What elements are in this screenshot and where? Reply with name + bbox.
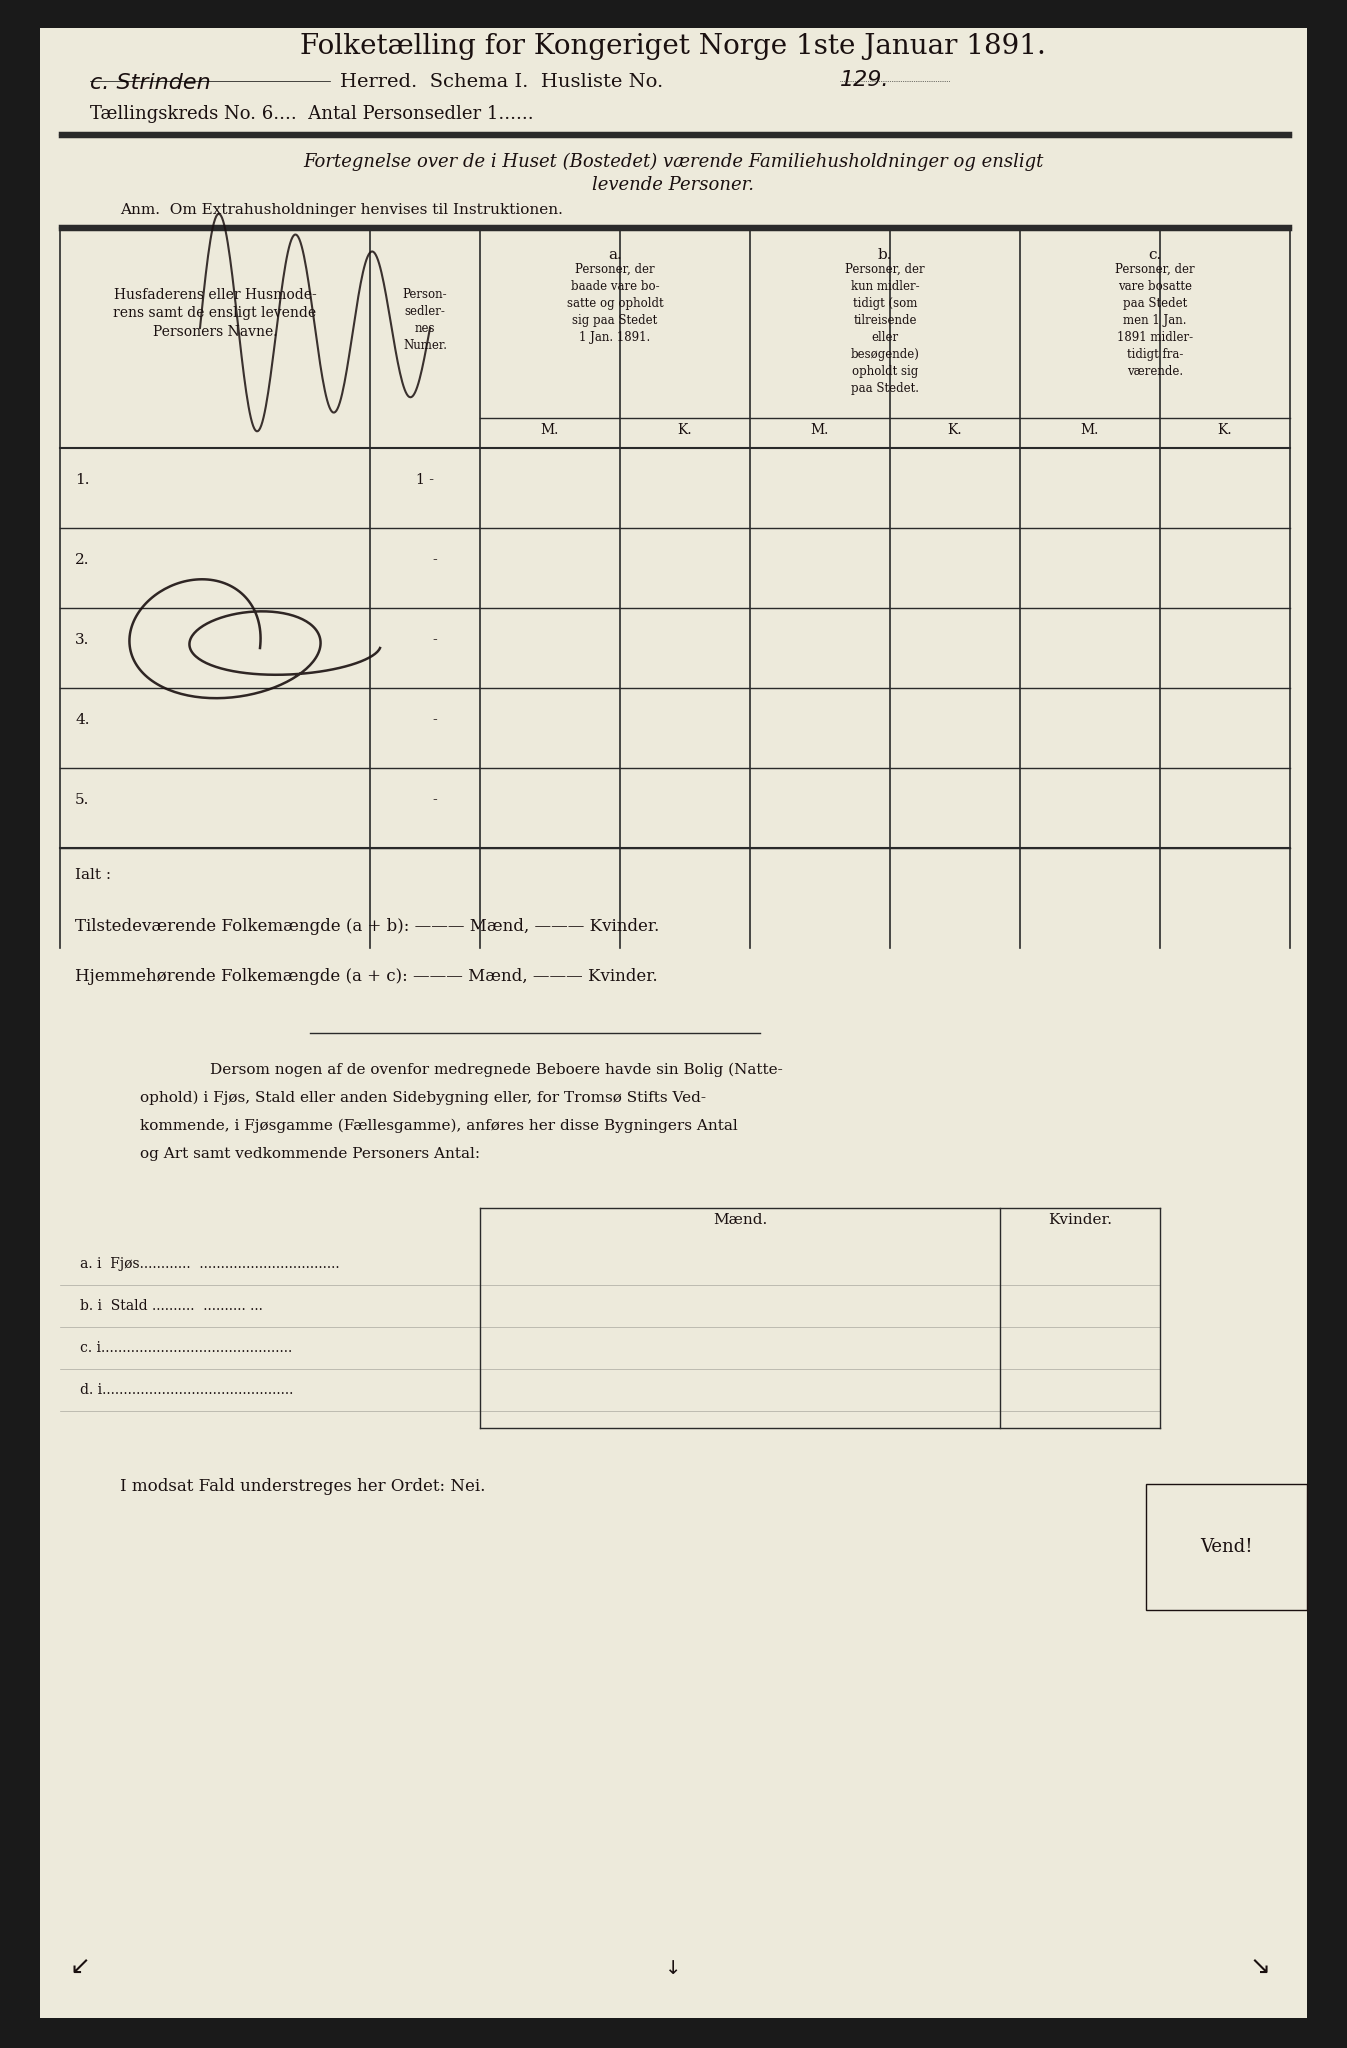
Text: M.: M. xyxy=(811,424,830,436)
Text: -: - xyxy=(432,633,438,647)
Text: M.: M. xyxy=(540,424,559,436)
Text: ↙: ↙ xyxy=(70,1956,90,1980)
Text: ophold) i Fjøs, Stald eller anden Sidebygning eller, for Tromsø Stifts Ved-: ophold) i Fjøs, Stald eller anden Sideby… xyxy=(140,1092,706,1106)
Text: a.: a. xyxy=(607,248,622,262)
Text: Kvinder.: Kvinder. xyxy=(1048,1212,1113,1227)
Text: Folketælling for Kongeriget Norge 1ste Januar 1891.: Folketælling for Kongeriget Norge 1ste J… xyxy=(300,33,1045,59)
Text: Ialt :: Ialt : xyxy=(75,868,110,883)
Text: 2.: 2. xyxy=(75,553,89,567)
Text: 5.: 5. xyxy=(75,793,89,807)
Text: I modsat Fald understreges her Ordet: Nei.: I modsat Fald understreges her Ordet: Ne… xyxy=(120,1479,485,1495)
Text: 129.: 129. xyxy=(841,70,889,90)
Text: 1.: 1. xyxy=(75,473,89,487)
Text: og Art samt vedkommende Personers Antal:: og Art samt vedkommende Personers Antal: xyxy=(140,1147,480,1161)
Text: K.: K. xyxy=(678,424,692,436)
Text: Personer, der
kun midler-
tidigt (som
tilreisende
eller
besøgende)
opholdt sig
p: Personer, der kun midler- tidigt (som ti… xyxy=(845,262,925,395)
Text: ↓: ↓ xyxy=(665,1958,682,1978)
Text: 3.: 3. xyxy=(75,633,89,647)
Text: b.: b. xyxy=(878,248,892,262)
Text: Personer, der
vare bosatte
paa Stedet
men 1 Jan.
1891 midler-
tidigt fra-
værend: Personer, der vare bosatte paa Stedet me… xyxy=(1115,262,1195,379)
Text: Herred.  Schema I.  Husliste No.: Herred. Schema I. Husliste No. xyxy=(339,74,663,90)
Text: -: - xyxy=(432,713,438,727)
Text: -: - xyxy=(432,553,438,567)
Text: Vend!: Vend! xyxy=(1200,1538,1253,1556)
Text: K.: K. xyxy=(948,424,962,436)
Text: kommende, i Fjøsgamme (Fællesgamme), anføres her disse Bygningers Antal: kommende, i Fjøsgamme (Fællesgamme), anf… xyxy=(140,1118,738,1133)
Text: c.: c. xyxy=(1149,248,1161,262)
Text: 4.: 4. xyxy=(75,713,89,727)
Text: Person-
sedler-
nes
Numer.: Person- sedler- nes Numer. xyxy=(403,289,447,352)
Text: Mænd.: Mænd. xyxy=(713,1212,768,1227)
Text: -: - xyxy=(432,793,438,807)
Text: c. Strinden: c. Strinden xyxy=(90,74,210,92)
Text: b. i  Stald ..........  .......... ...: b. i Stald .......... .......... ... xyxy=(79,1298,263,1313)
Text: 1 -: 1 - xyxy=(416,473,434,487)
Text: Husfaderens eller Husmode-
rens samt de ensligt levende
Personers Navne.: Husfaderens eller Husmode- rens samt de … xyxy=(113,289,317,338)
Text: Tællingskreds No. 6....  Antal Personsedler 1......: Tællingskreds No. 6.... Antal Personsedl… xyxy=(90,104,533,123)
Text: Hjemmehørende Folkemængde (a + c): ——— Mænd, ——— Kvinder.: Hjemmehørende Folkemængde (a + c): ——— M… xyxy=(75,969,657,985)
Text: a. i  Fjøs............  .................................: a. i Fjøs............ ..................… xyxy=(79,1257,339,1272)
Text: Personer, der
baade vare bo-
satte og opholdt
sig paa Stedet
1 Jan. 1891.: Personer, der baade vare bo- satte og op… xyxy=(567,262,663,344)
Text: Anm.  Om Extrahusholdninger henvises til Instruktionen.: Anm. Om Extrahusholdninger henvises til … xyxy=(120,203,563,217)
FancyBboxPatch shape xyxy=(40,29,1307,2017)
Text: Fortegnelse over de i Huset (Bostedet) værende Familiehusholdninger og ensligt: Fortegnelse over de i Huset (Bostedet) v… xyxy=(303,154,1043,172)
Text: Tilstedeværende Folkemængde (a + b): ——— Mænd, ——— Kvinder.: Tilstedeværende Folkemængde (a + b): ———… xyxy=(75,918,659,936)
Text: levende Personer.: levende Personer. xyxy=(591,176,754,195)
Text: Dersom nogen af de ovenfor medregnede Beboere havde sin Bolig (Natte-: Dersom nogen af de ovenfor medregnede Be… xyxy=(210,1063,783,1077)
Text: M.: M. xyxy=(1080,424,1099,436)
Text: d. i.............................................: d. i....................................… xyxy=(79,1382,294,1397)
Text: c. i.............................................: c. i....................................… xyxy=(79,1341,292,1356)
Text: K.: K. xyxy=(1218,424,1233,436)
Text: ↘: ↘ xyxy=(1250,1956,1270,1980)
